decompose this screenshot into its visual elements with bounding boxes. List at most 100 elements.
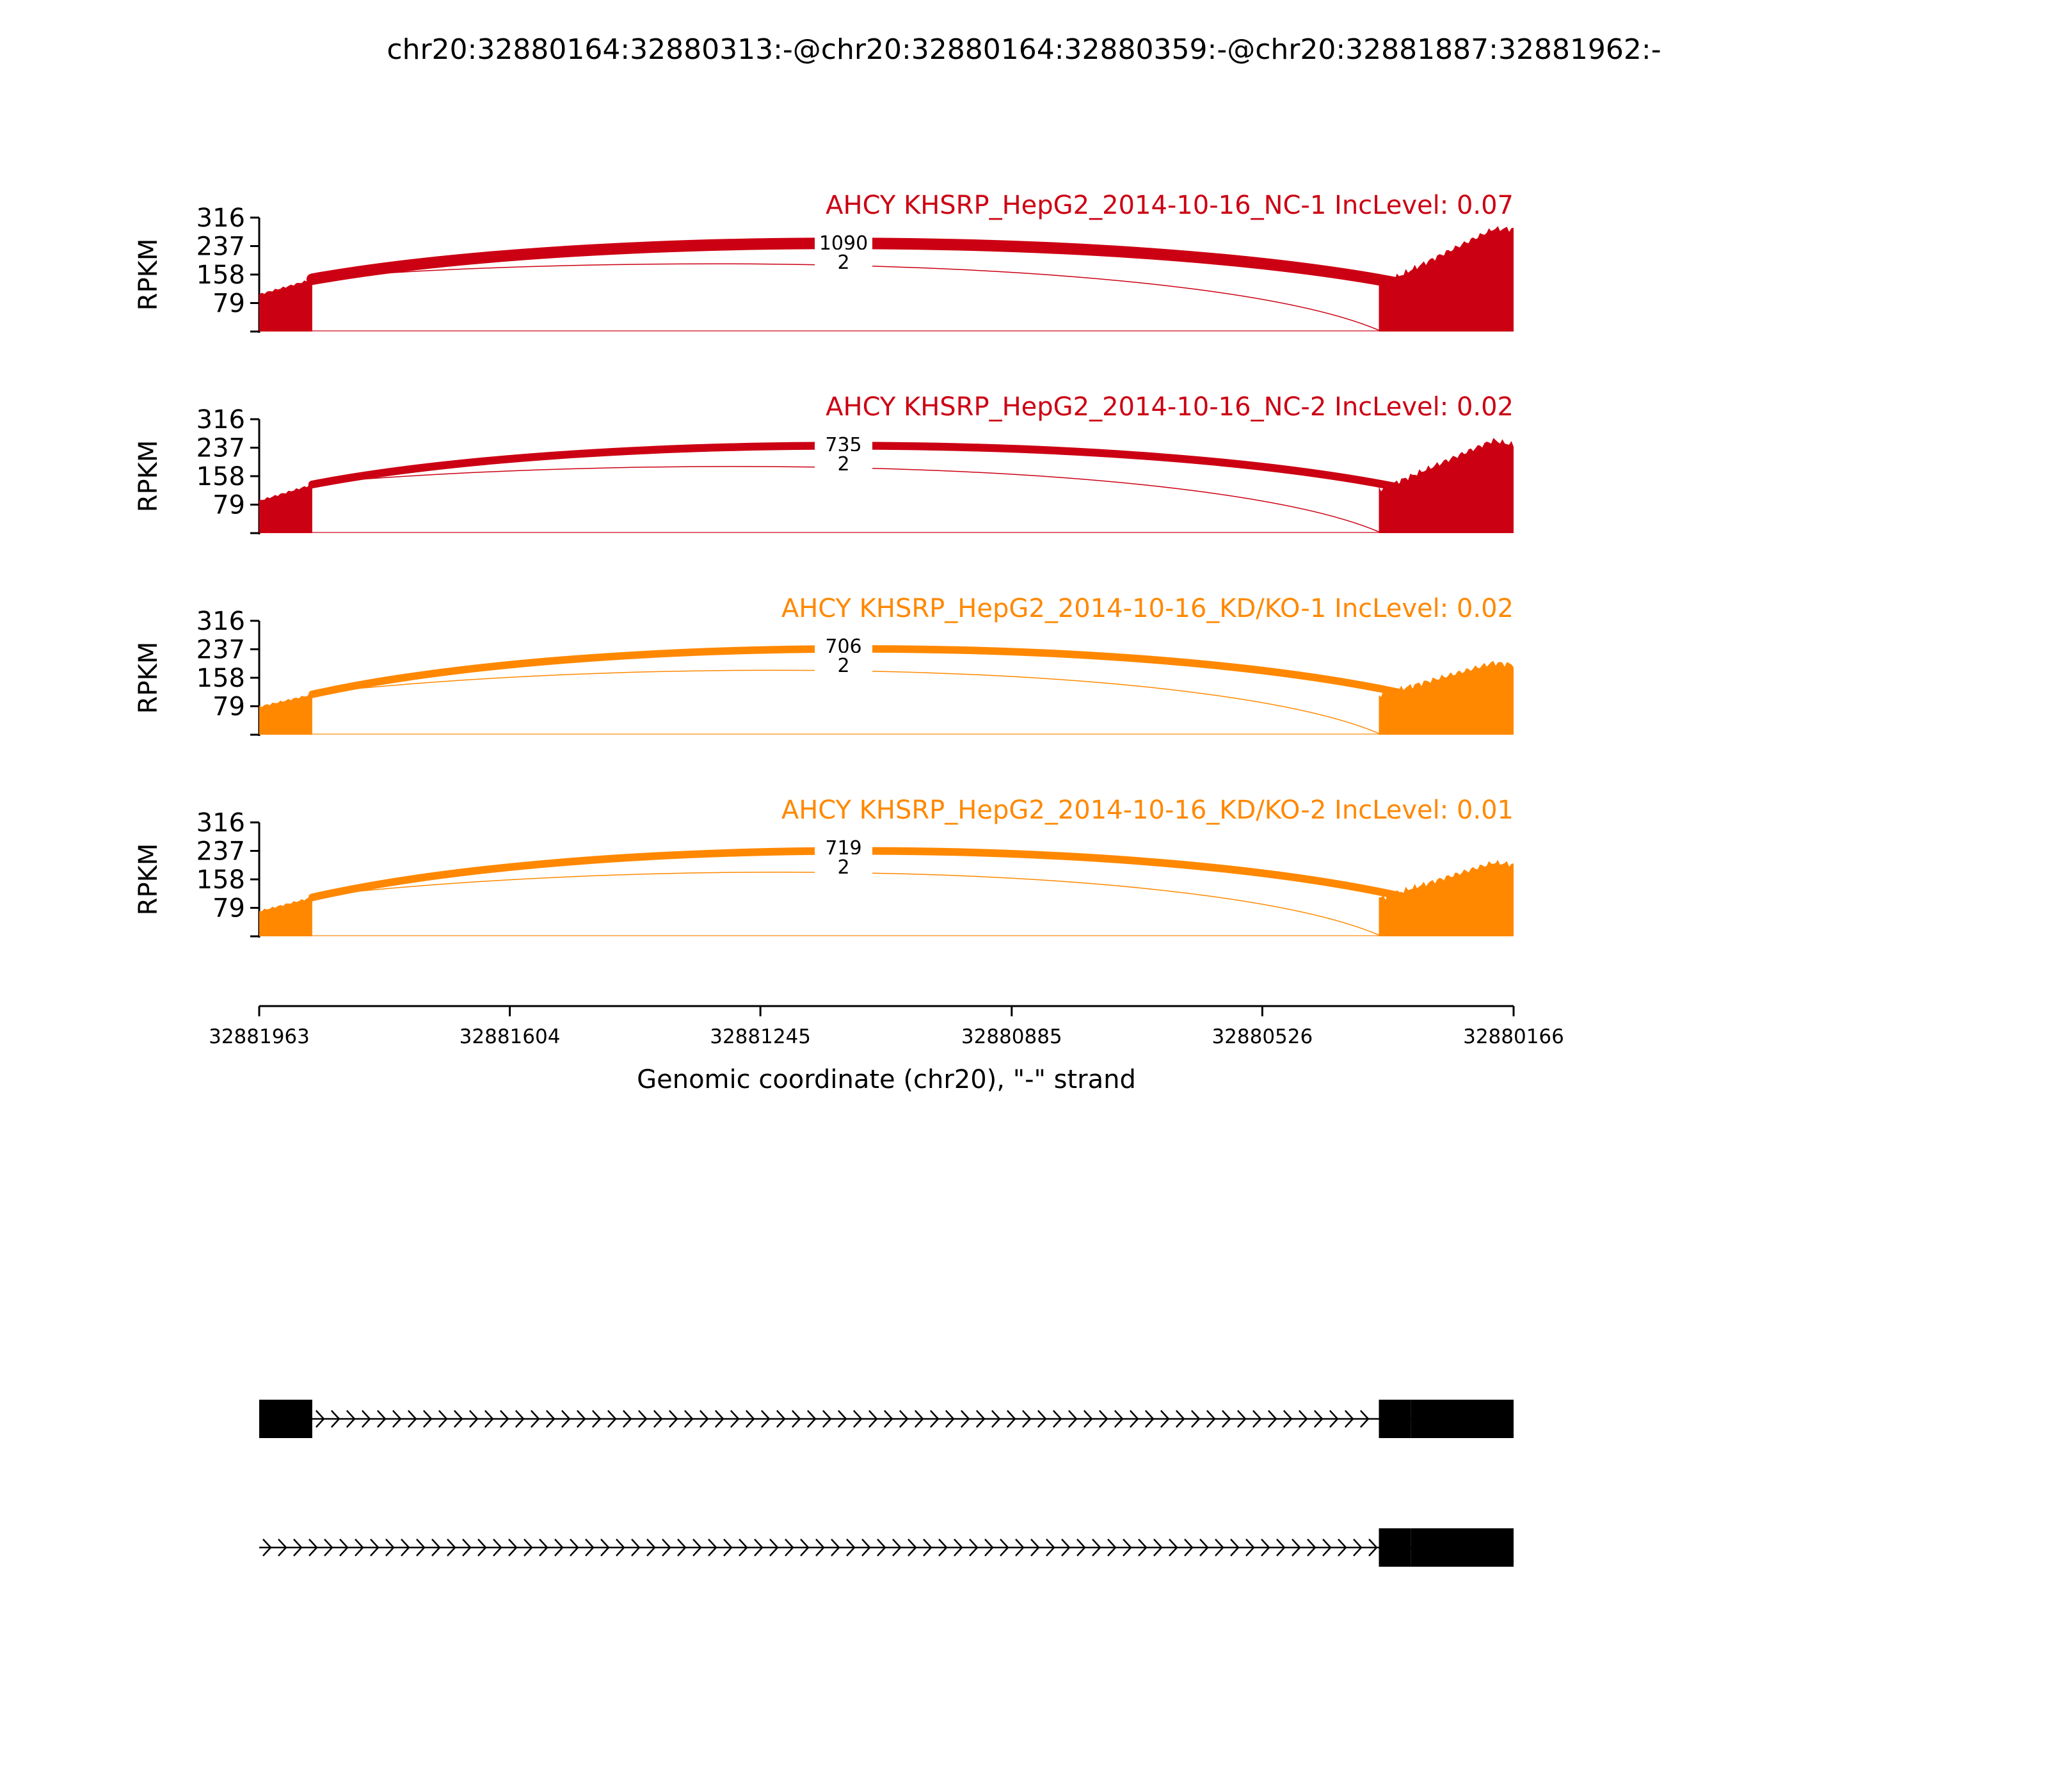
y-tick-label: 237 — [196, 636, 245, 665]
strand-arrow-icon — [339, 1539, 349, 1556]
strand-arrow-icon — [1114, 1410, 1124, 1428]
exon-block — [1379, 1528, 1411, 1567]
strand-arrow-icon — [745, 1410, 755, 1428]
junction-arc — [312, 669, 1380, 734]
strand-arrow-icon — [1123, 1539, 1132, 1556]
strand-arrow-icon — [392, 1410, 402, 1428]
junction-count-label: 2 — [837, 655, 849, 677]
strand-arrow-icon — [1344, 1410, 1354, 1428]
strand-arrow-icon — [308, 1539, 318, 1556]
strand-arrow-icon — [499, 1410, 509, 1428]
strand-arrow-icon — [723, 1539, 733, 1556]
junction-count-label: 2 — [837, 252, 849, 274]
strand-arrow-icon — [938, 1539, 948, 1556]
strand-arrow-icon — [1021, 1410, 1032, 1428]
strand-arrow-icon — [1206, 1410, 1216, 1428]
junction-count-label: 2 — [837, 453, 849, 476]
strand-arrow-icon — [539, 1539, 548, 1556]
junction-arc — [312, 466, 1380, 532]
strand-arrow-icon — [899, 1410, 909, 1428]
strand-arrow-icon — [1098, 1410, 1108, 1428]
junction-label-box — [815, 854, 872, 879]
coverage-upstream-exon — [259, 278, 312, 332]
coverage-upstream-exon — [259, 897, 312, 936]
strand-arrow-icon — [1236, 1410, 1247, 1428]
y-axis-label: RPKM — [134, 440, 163, 513]
y-axis-label: RPKM — [134, 642, 163, 714]
strand-arrow-icon — [692, 1539, 702, 1556]
strand-arrow-icon — [631, 1539, 641, 1556]
strand-arrow-icon — [815, 1539, 825, 1556]
strand-arrow-icon — [785, 1539, 794, 1556]
strand-arrow-icon — [370, 1539, 380, 1556]
strand-arrow-icon — [1276, 1539, 1286, 1556]
y-tick-label: 158 — [196, 865, 245, 895]
junction-count-label: 2 — [837, 856, 849, 879]
strand-arrow-icon — [1000, 1539, 1009, 1556]
strand-arrow-icon — [1267, 1410, 1277, 1428]
strand-arrow-icon — [524, 1539, 533, 1556]
strand-arrow-icon — [453, 1410, 463, 1428]
strand-arrow-icon — [1221, 1410, 1231, 1428]
junction-label-box — [815, 451, 872, 476]
strand-arrow-icon — [699, 1410, 709, 1428]
strand-arrow-icon — [637, 1410, 648, 1428]
strand-arrow-icon — [1307, 1539, 1316, 1556]
strand-arrow-icon — [1061, 1539, 1071, 1556]
strand-arrow-icon — [508, 1539, 518, 1556]
strand-arrow-icon — [877, 1539, 886, 1556]
y-tick-label: 79 — [212, 894, 245, 924]
strand-arrow-icon — [422, 1410, 433, 1428]
strand-arrow-icon — [653, 1410, 663, 1428]
strand-arrow-icon — [1322, 1539, 1332, 1556]
strand-arrow-icon — [570, 1539, 579, 1556]
y-tick-label: 237 — [196, 837, 245, 867]
strand-arrow-icon — [739, 1539, 748, 1556]
strand-arrow-icon — [462, 1539, 472, 1556]
strand-arrow-icon — [545, 1410, 556, 1428]
strand-arrow-icon — [684, 1410, 694, 1428]
strand-arrow-icon — [945, 1410, 955, 1428]
strand-arrow-icon — [401, 1539, 410, 1556]
strand-arrow-icon — [714, 1410, 724, 1428]
strand-arrow-icon — [892, 1539, 902, 1556]
strand-arrow-icon — [1199, 1539, 1209, 1556]
strand-arrow-icon — [800, 1539, 810, 1556]
coverage-downstream-exons — [1379, 860, 1514, 936]
strand-arrow-icon — [1190, 1410, 1201, 1428]
strand-arrow-icon — [1245, 1539, 1255, 1556]
strand-arrow-icon — [1068, 1410, 1078, 1428]
isoform-exon-skipping — [259, 1528, 1514, 1567]
strand-arrow-icon — [1129, 1410, 1139, 1428]
coverage-downstream-exons — [1379, 660, 1514, 735]
strand-arrow-icon — [355, 1539, 364, 1556]
strand-arrow-icon — [914, 1410, 924, 1428]
strand-arrow-icon — [1160, 1410, 1170, 1428]
strand-arrow-icon — [991, 1410, 1001, 1428]
y-tick-label: 237 — [196, 232, 245, 262]
strand-arrow-icon — [708, 1539, 717, 1556]
strand-arrow-icon — [1215, 1539, 1224, 1556]
strand-arrow-icon — [1283, 1410, 1293, 1428]
exon-block — [1411, 1528, 1514, 1567]
strand-arrow-icon — [1329, 1410, 1339, 1428]
strand-arrow-icon — [1230, 1539, 1240, 1556]
strand-arrow-icon — [324, 1539, 333, 1556]
y-tick-label: 79 — [212, 289, 245, 319]
x-tick-label: 32880526 — [1212, 1025, 1313, 1048]
strand-arrow-icon — [1169, 1539, 1178, 1556]
strand-arrow-icon — [262, 1539, 272, 1556]
strand-arrow-icon — [1030, 1539, 1040, 1556]
coverage-upstream-exon — [259, 694, 312, 735]
y-tick-label: 79 — [212, 692, 245, 722]
strand-arrow-icon — [1046, 1539, 1055, 1556]
strand-arrow-icon — [1368, 1539, 1378, 1556]
strand-arrow-icon — [1052, 1410, 1062, 1428]
sample-label: AHCY KHSRP_HepG2_2014-10-16_NC-1 IncLeve… — [826, 191, 1514, 220]
strand-arrow-icon — [515, 1410, 525, 1428]
strand-arrow-icon — [484, 1410, 494, 1428]
strand-arrow-icon — [585, 1539, 595, 1556]
